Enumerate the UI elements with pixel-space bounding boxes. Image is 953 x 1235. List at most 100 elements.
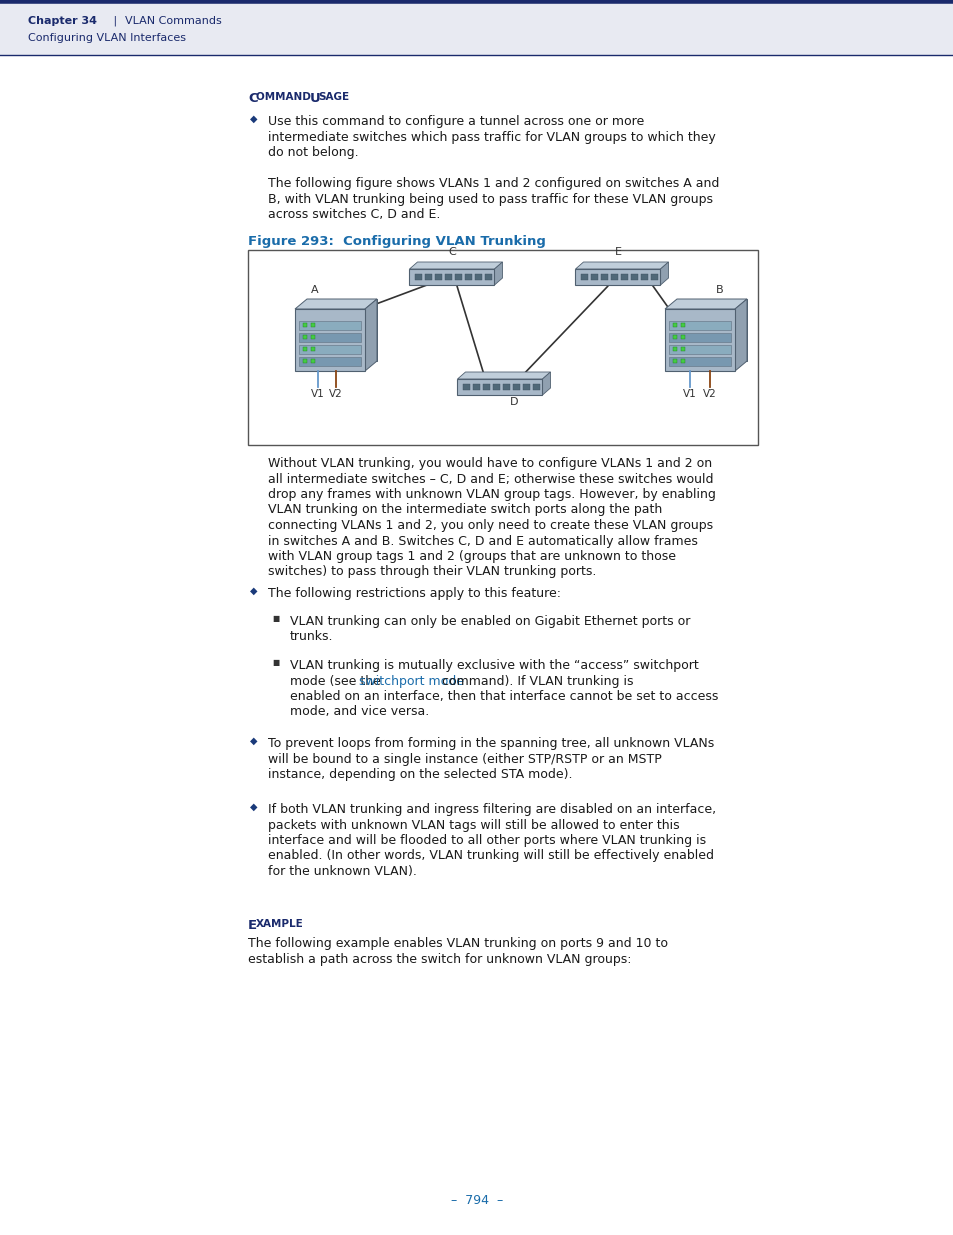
- Text: E: E: [248, 919, 257, 932]
- Bar: [680, 347, 684, 351]
- Bar: [631, 274, 638, 280]
- Text: VLAN Commands: VLAN Commands: [125, 16, 221, 26]
- Bar: [303, 335, 307, 338]
- Bar: [680, 335, 684, 338]
- Bar: [311, 347, 314, 351]
- Text: drop any frames with unknown VLAN group tags. However, by enabling: drop any frames with unknown VLAN group …: [268, 488, 715, 501]
- Bar: [311, 324, 314, 327]
- Bar: [672, 359, 677, 363]
- Text: across switches C, D and E.: across switches C, D and E.: [268, 207, 440, 221]
- Text: for the unknown VLAN).: for the unknown VLAN).: [268, 864, 416, 878]
- Bar: [298, 321, 360, 330]
- Bar: [581, 274, 588, 280]
- Bar: [601, 274, 608, 280]
- Bar: [493, 384, 500, 390]
- Bar: [303, 359, 307, 363]
- Polygon shape: [294, 299, 376, 309]
- Polygon shape: [677, 299, 746, 361]
- Text: V1: V1: [311, 389, 325, 399]
- Text: –  794  –: – 794 –: [451, 1194, 502, 1207]
- Text: intermediate switches which pass traffic for VLAN groups to which they: intermediate switches which pass traffic…: [268, 131, 715, 143]
- Text: Figure 293:  Configuring VLAN Trunking: Figure 293: Configuring VLAN Trunking: [248, 235, 545, 248]
- Bar: [473, 384, 480, 390]
- Text: A: A: [311, 285, 318, 295]
- Bar: [668, 321, 730, 330]
- Text: V1: V1: [682, 389, 696, 399]
- Text: U: U: [310, 91, 320, 105]
- Bar: [680, 359, 684, 363]
- Polygon shape: [659, 262, 668, 285]
- Text: |: |: [110, 16, 124, 26]
- Text: OMMAND: OMMAND: [255, 91, 314, 103]
- Bar: [294, 309, 365, 370]
- Polygon shape: [575, 262, 668, 269]
- Text: all intermediate switches – C, D and E; otherwise these switches would: all intermediate switches – C, D and E; …: [268, 473, 713, 485]
- Polygon shape: [542, 372, 550, 395]
- Bar: [483, 384, 490, 390]
- Bar: [248, 249, 758, 445]
- Text: with VLAN group tags 1 and 2 (groups that are unknown to those: with VLAN group tags 1 and 2 (groups tha…: [268, 550, 676, 563]
- Text: E: E: [614, 247, 620, 257]
- Text: B, with VLAN trunking being used to pass traffic for these VLAN groups: B, with VLAN trunking being used to pass…: [268, 193, 712, 205]
- Bar: [303, 347, 307, 351]
- Text: switches) to pass through their VLAN trunking ports.: switches) to pass through their VLAN tru…: [268, 566, 596, 578]
- Text: mode (see the: mode (see the: [290, 674, 384, 688]
- Bar: [416, 274, 422, 280]
- Text: switchport mode: switchport mode: [358, 674, 463, 688]
- Text: ◆: ◆: [250, 802, 257, 811]
- Bar: [668, 357, 730, 366]
- Text: B: B: [716, 285, 723, 295]
- Text: in switches A and B. Switches C, D and E automatically allow frames: in switches A and B. Switches C, D and E…: [268, 535, 698, 547]
- Bar: [463, 384, 470, 390]
- Text: enabled on an interface, then that interface cannot be set to access: enabled on an interface, then that inter…: [290, 690, 718, 703]
- Text: To prevent loops from forming in the spanning tree, all unknown VLANs: To prevent loops from forming in the spa…: [268, 737, 714, 750]
- Text: Without VLAN trunking, you would have to configure VLANs 1 and 2 on: Without VLAN trunking, you would have to…: [268, 457, 711, 471]
- Text: mode, and vice versa.: mode, and vice versa.: [290, 705, 429, 719]
- Bar: [298, 357, 360, 366]
- Text: command). If VLAN trunking is: command). If VLAN trunking is: [437, 674, 633, 688]
- Polygon shape: [307, 299, 376, 361]
- Bar: [475, 274, 482, 280]
- Text: ◆: ◆: [250, 585, 257, 597]
- Text: XAMPLE: XAMPLE: [255, 919, 303, 929]
- Bar: [672, 324, 677, 327]
- Text: C: C: [248, 91, 257, 105]
- Polygon shape: [664, 299, 746, 309]
- Bar: [651, 274, 658, 280]
- Bar: [611, 274, 618, 280]
- Text: instance, depending on the selected STA mode).: instance, depending on the selected STA …: [268, 768, 572, 781]
- Text: ◆: ◆: [250, 114, 257, 124]
- Polygon shape: [734, 299, 746, 370]
- Text: ◆: ◆: [250, 736, 257, 746]
- Polygon shape: [457, 372, 550, 379]
- Text: SAGE: SAGE: [317, 91, 349, 103]
- Bar: [533, 384, 540, 390]
- Bar: [465, 274, 472, 280]
- Text: establish a path across the switch for unknown VLAN groups:: establish a path across the switch for u…: [248, 953, 631, 966]
- Text: If both VLAN trunking and ingress filtering are disabled on an interface,: If both VLAN trunking and ingress filter…: [268, 803, 716, 816]
- Bar: [672, 335, 677, 338]
- Bar: [311, 335, 314, 338]
- Bar: [640, 274, 648, 280]
- Text: Use this command to configure a tunnel across one or more: Use this command to configure a tunnel a…: [268, 115, 643, 128]
- Bar: [425, 274, 432, 280]
- Bar: [0, 0, 953, 56]
- Polygon shape: [409, 262, 502, 269]
- Bar: [445, 274, 452, 280]
- Bar: [409, 269, 494, 285]
- Polygon shape: [365, 299, 376, 370]
- Text: ■: ■: [272, 658, 279, 667]
- Bar: [311, 359, 314, 363]
- Bar: [664, 309, 734, 370]
- Text: Chapter 34: Chapter 34: [28, 16, 97, 26]
- Bar: [503, 384, 510, 390]
- Bar: [298, 333, 360, 342]
- Text: The following figure shows VLANs 1 and 2 configured on switches A and: The following figure shows VLANs 1 and 2…: [268, 177, 719, 190]
- Text: C: C: [448, 247, 456, 257]
- Bar: [455, 274, 462, 280]
- Text: will be bound to a single instance (either STP/RSTP or an MSTP: will be bound to a single instance (eith…: [268, 752, 661, 766]
- Text: The following restrictions apply to this feature:: The following restrictions apply to this…: [268, 587, 560, 600]
- Bar: [672, 347, 677, 351]
- Bar: [668, 345, 730, 354]
- Bar: [575, 269, 659, 285]
